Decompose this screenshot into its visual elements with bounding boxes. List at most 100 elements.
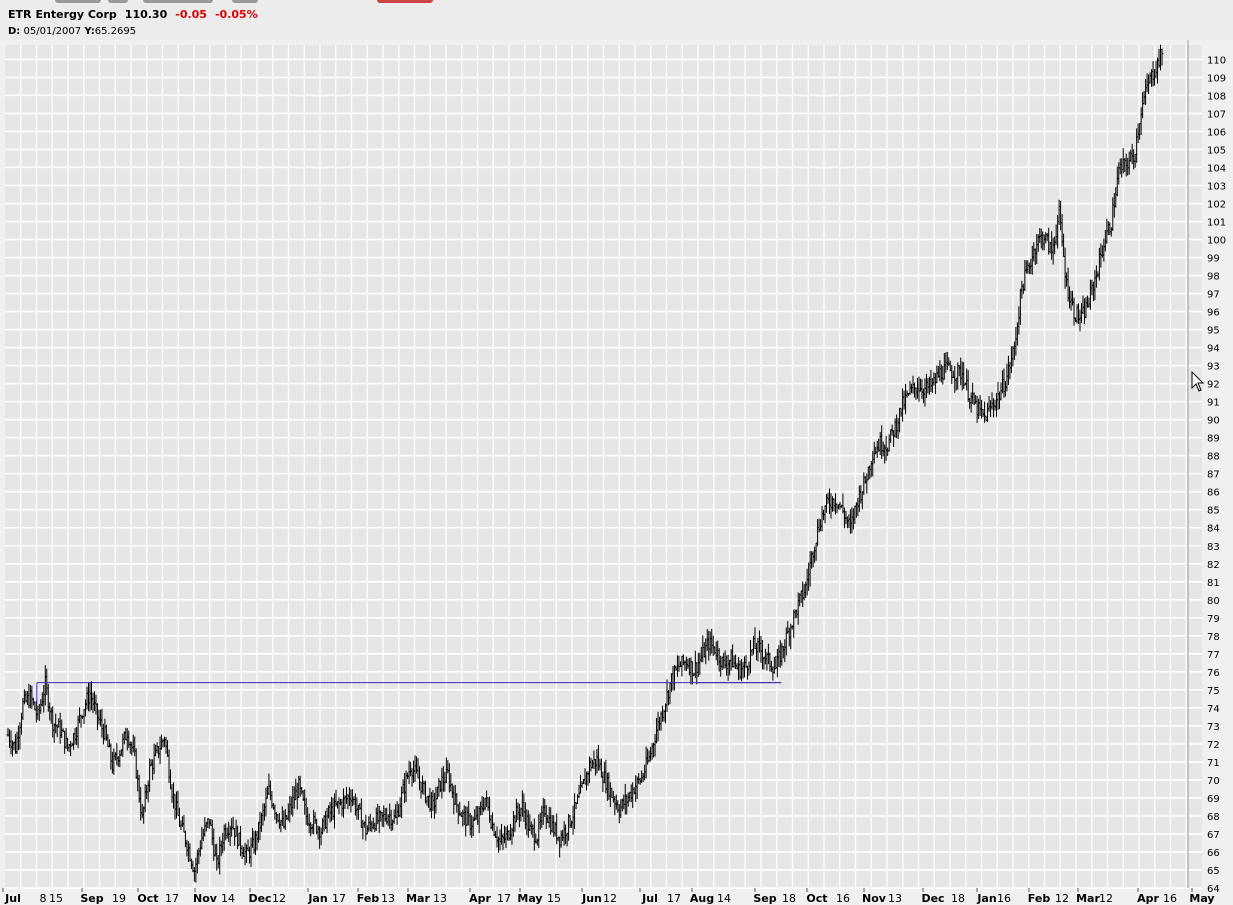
y-tick-label: 110 xyxy=(1207,55,1226,66)
y-tick-label: 109 xyxy=(1207,73,1226,84)
y-tick-label: 105 xyxy=(1207,145,1226,156)
y-tick-label: 78 xyxy=(1207,632,1220,643)
x-tick-label: 18 xyxy=(782,892,796,905)
x-tick-label: Mar xyxy=(406,892,430,905)
x-tick-label: Jul xyxy=(641,892,658,905)
y-tick-label: 70 xyxy=(1207,776,1220,787)
y-tick-label: 106 xyxy=(1207,127,1226,138)
x-tick-label: Mar xyxy=(1076,892,1100,905)
y-tick-label: 74 xyxy=(1207,704,1220,715)
y-tick-label: 101 xyxy=(1207,218,1226,229)
x-tick-label: Dec xyxy=(921,892,944,905)
x-tick-label: 16 xyxy=(997,892,1011,905)
toolbar-tab-stub[interactable] xyxy=(232,0,258,3)
x-tick-label: 18 xyxy=(951,892,965,905)
y-tick-label: 79 xyxy=(1207,614,1220,625)
y-tick-label: 104 xyxy=(1207,163,1226,174)
x-tick-label: 15 xyxy=(49,892,63,905)
x-tick-label: 12 xyxy=(603,892,617,905)
toolbar-tab-stub[interactable] xyxy=(108,0,128,3)
x-tick-label: Feb xyxy=(357,892,380,905)
x-tick-label: 19 xyxy=(112,892,126,905)
y-tick-label: 67 xyxy=(1207,830,1220,841)
x-tick-label: 13 xyxy=(381,892,395,905)
value-label: Y: xyxy=(84,26,95,37)
chart-header: ETR Entergy Corp 110.30 -0.05 -0.05% D: 05/0… xyxy=(0,0,1233,40)
x-tick-label: 17 xyxy=(332,892,346,905)
y-tick-label: 65 xyxy=(1207,866,1220,877)
x-tick-label: Apr xyxy=(469,892,491,905)
grid xyxy=(5,45,1202,889)
y-tick-label: 95 xyxy=(1207,326,1220,337)
toolbar-tab-stub[interactable] xyxy=(143,0,213,3)
y-tick-label: 81 xyxy=(1207,578,1220,589)
x-tick-label: 12 xyxy=(272,892,286,905)
y-tick-label: 76 xyxy=(1207,668,1220,679)
x-tick-label: Nov xyxy=(193,892,218,905)
x-tick-label: Sep xyxy=(753,892,776,905)
x-tick-label: Oct xyxy=(137,892,158,905)
last-price: 110.30 xyxy=(124,8,168,21)
mouse-cursor-icon xyxy=(1191,371,1205,392)
crosshair-value: 65.2695 xyxy=(94,26,137,37)
x-tick-label: Apr xyxy=(1137,892,1159,905)
company-name: Entergy Corp xyxy=(35,8,117,21)
y-tick-label: 97 xyxy=(1207,290,1220,301)
y-tick-label: 93 xyxy=(1207,362,1220,373)
y-tick-label: 86 xyxy=(1207,488,1220,499)
x-tick-label: 17 xyxy=(667,892,681,905)
trendline-annotation[interactable] xyxy=(36,682,782,705)
x-tick-label: Feb xyxy=(1028,892,1051,905)
x-tick-label: 13 xyxy=(433,892,447,905)
y-tick-label: 72 xyxy=(1207,740,1220,751)
y-tick-label: 69 xyxy=(1207,794,1220,805)
price-bar xyxy=(1160,48,1164,66)
price-chart[interactable]: 64 65 66 67 68 69 70 71 72 73 74 75 76 77 78 79 80 81 82 83… xyxy=(0,40,1233,905)
x-tick-label: Aug xyxy=(690,892,714,905)
y-tick-label: 80 xyxy=(1207,596,1220,607)
x-tick-label: 13 xyxy=(888,892,902,905)
x-tick-label: 12 xyxy=(1055,892,1069,905)
y-tick-label: 98 xyxy=(1207,272,1220,283)
y-tick-label: 71 xyxy=(1207,758,1220,769)
price-change: -0.05 xyxy=(175,8,207,21)
x-tick-label: Nov xyxy=(862,892,887,905)
y-tick-label: 83 xyxy=(1207,542,1220,553)
y-tick-label: 96 xyxy=(1207,308,1220,319)
x-tick-label: 16 xyxy=(1163,892,1177,905)
price-change-percent: -0.05% xyxy=(214,8,258,21)
y-tick-label: 73 xyxy=(1207,722,1220,733)
y-tick-label: 92 xyxy=(1207,380,1220,391)
toolbar-tab-stub[interactable] xyxy=(377,0,433,3)
date-label: D: xyxy=(8,26,21,37)
x-tick-label: 15 xyxy=(547,892,561,905)
y-tick-label: 90 xyxy=(1207,416,1220,427)
y-tick-label: 87 xyxy=(1207,470,1220,481)
x-tick-label: 17 xyxy=(165,892,179,905)
y-tick-label: 102 xyxy=(1207,200,1226,211)
x-tick-label: 14 xyxy=(221,892,235,905)
toolbar-tab-stub[interactable] xyxy=(55,0,101,3)
y-axis: 64 65 66 67 68 69 70 71 72 73 74 75 76 77 78 79 80 81 82 83… xyxy=(1187,40,1226,895)
x-tick-label: Dec xyxy=(248,892,271,905)
y-tick-label: 68 xyxy=(1207,812,1220,823)
x-tick-label: Jun xyxy=(581,892,602,905)
y-tick-label: 103 xyxy=(1207,182,1226,193)
y-tick-label: 88 xyxy=(1207,452,1220,463)
x-tick-label: Jan xyxy=(307,892,327,905)
price-bars xyxy=(6,44,1164,883)
x-tick-label: 17 xyxy=(497,892,511,905)
crosshair-date: 05/01/2007 xyxy=(23,26,82,37)
y-tick-label: 99 xyxy=(1207,254,1220,265)
x-tick-label: Jul xyxy=(4,892,21,905)
y-tick-label: 82 xyxy=(1207,560,1220,571)
x-tick-label: 14 xyxy=(717,892,731,905)
x-tick-label: May xyxy=(1189,892,1214,905)
x-tick-label: May xyxy=(517,892,542,905)
y-tick-label: 77 xyxy=(1207,650,1220,661)
y-tick-label: 91 xyxy=(1207,398,1220,409)
x-axis: Jul 8 15 Sep 19 Oct 17 Nov 14 Dec 12 Jan 17 Feb 13 Mar 1… xyxy=(2,888,1215,905)
y-tick-label: 64 xyxy=(1207,884,1220,895)
y-tick-label: 108 xyxy=(1207,91,1226,102)
y-tick-label: 66 xyxy=(1207,848,1220,859)
